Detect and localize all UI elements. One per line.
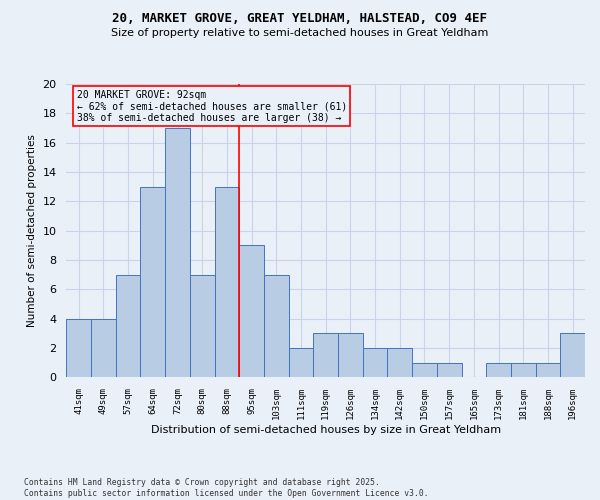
Bar — [190, 275, 215, 378]
Bar — [560, 334, 585, 378]
Text: 20 MARKET GROVE: 92sqm
← 62% of semi-detached houses are smaller (61)
38% of sem: 20 MARKET GROVE: 92sqm ← 62% of semi-det… — [77, 90, 347, 123]
Bar — [165, 128, 190, 378]
Bar — [289, 348, 313, 378]
Bar — [239, 246, 264, 378]
Bar — [313, 334, 338, 378]
Bar — [215, 186, 239, 378]
Y-axis label: Number of semi-detached properties: Number of semi-detached properties — [27, 134, 37, 327]
Text: Size of property relative to semi-detached houses in Great Yeldham: Size of property relative to semi-detach… — [112, 28, 488, 38]
Text: Contains HM Land Registry data © Crown copyright and database right 2025.
Contai: Contains HM Land Registry data © Crown c… — [24, 478, 428, 498]
Bar — [363, 348, 388, 378]
Text: 20, MARKET GROVE, GREAT YELDHAM, HALSTEAD, CO9 4EF: 20, MARKET GROVE, GREAT YELDHAM, HALSTEA… — [113, 12, 487, 26]
Bar — [338, 334, 363, 378]
Bar — [412, 363, 437, 378]
Bar — [388, 348, 412, 378]
Bar — [264, 275, 289, 378]
Bar — [437, 363, 461, 378]
Bar — [91, 319, 116, 378]
Bar — [536, 363, 560, 378]
Bar — [511, 363, 536, 378]
Bar — [67, 319, 91, 378]
Bar — [140, 186, 165, 378]
X-axis label: Distribution of semi-detached houses by size in Great Yeldham: Distribution of semi-detached houses by … — [151, 425, 501, 435]
Bar — [486, 363, 511, 378]
Bar — [116, 275, 140, 378]
